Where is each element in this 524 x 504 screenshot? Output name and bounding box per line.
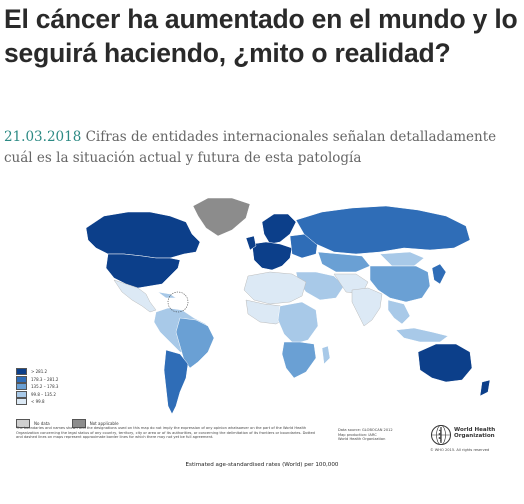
legend-label: 178.3 – 281.2 <box>31 376 59 382</box>
region-canada <box>85 211 201 259</box>
map-caption: Estimated age-standardised rates (World)… <box>185 462 339 468</box>
region-madagascar <box>321 345 331 365</box>
region-uk <box>245 235 257 251</box>
region-western-europe <box>251 241 293 271</box>
cancer-incidence-world-map: > 281.2 178.3 – 281.2 135.2 – 178.3 99.8… <box>0 192 524 504</box>
source-line: Data source: GLOBOCAN 2012 <box>338 428 393 432</box>
source-line: World Health Organization <box>338 437 386 441</box>
region-australia <box>417 343 473 383</box>
legend-swatch <box>16 390 27 398</box>
map-source: Data source: GLOBOCAN 2012 Map productio… <box>338 428 428 442</box>
region-russia <box>295 205 471 255</box>
legend-swatch-no-data <box>16 419 30 428</box>
legend-label-not-applicable: Not applicable <box>89 421 119 426</box>
article-title: El cáncer ha aumentado en el mundo y lo … <box>4 4 518 68</box>
region-mongolia <box>379 251 425 267</box>
world-map <box>85 197 491 415</box>
source-line: Map production: IARC <box>338 432 377 437</box>
map-inset-circle <box>167 291 189 313</box>
legend-swatch <box>16 398 27 405</box>
legend-swatch <box>16 368 27 375</box>
region-india <box>351 287 383 327</box>
legend-label: 135.2 – 178.3 <box>31 384 59 389</box>
region-southern-africa <box>281 341 317 379</box>
region-kazakhstan <box>317 251 371 273</box>
legend-label: < 99.8 <box>31 399 45 404</box>
legend-swatch <box>16 375 27 383</box>
region-china <box>369 265 431 303</box>
article-date: 21.03.2018 <box>4 129 82 145</box>
legend-label: 99.8 – 135.2 <box>31 391 56 397</box>
legend-label-no-data: No data <box>34 421 50 426</box>
legend-label: > 281.2 <box>31 369 48 374</box>
map-disclaimer: The boundaries and names shown and the d… <box>16 426 315 439</box>
region-caribbean <box>157 291 177 299</box>
legend-item: > 281.2 <box>16 368 86 375</box>
region-indonesia <box>395 327 449 343</box>
region-north-africa <box>243 271 307 305</box>
legend-item: 178.3 – 281.2 <box>16 375 86 383</box>
region-scandinavia <box>261 213 297 245</box>
region-south-america-south <box>163 349 189 415</box>
article-summary: Cifras de entidades internacionales seña… <box>4 129 497 166</box>
legend-swatch <box>16 383 27 390</box>
who-copyright: © WHO 2015. All rights reserved <box>430 448 490 452</box>
article-subtitle: 21.03.2018 Cifras de entidades internaci… <box>4 127 514 169</box>
legend-item: 99.8 – 135.2 <box>16 390 86 398</box>
region-greenland <box>192 197 251 237</box>
legend-item: < 99.8 <box>16 398 86 405</box>
legend-swatch-not-applicable <box>71 419 86 428</box>
region-mexico <box>113 279 157 313</box>
region-central-africa <box>277 301 319 345</box>
region-brazil <box>175 317 215 369</box>
region-korea-japan <box>431 263 447 285</box>
region-new-zealand <box>479 379 491 397</box>
legend-extra: No data Not applicable <box>16 419 141 428</box>
who-emblem-icon <box>431 425 451 445</box>
who-org-name: World Health Organization <box>454 427 496 440</box>
map-legend: > 281.2 178.3 – 281.2 135.2 – 178.3 99.8… <box>16 368 86 406</box>
legend-item: 135.2 – 178.3 <box>16 383 86 390</box>
region-usa <box>105 253 181 289</box>
region-southeast-asia <box>387 299 411 325</box>
